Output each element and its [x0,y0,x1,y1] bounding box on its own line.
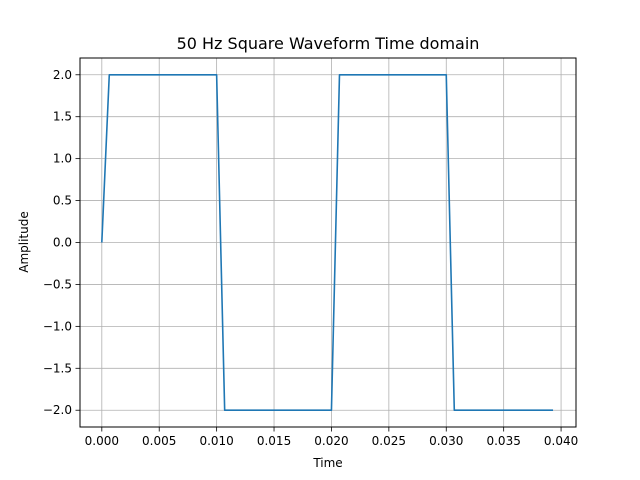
x-tick-label: 0.030 [429,434,463,448]
x-tick-label: 0.010 [199,434,233,448]
y-tick-label: 0.5 [53,194,72,208]
y-tick-label: 0.0 [53,236,72,250]
y-tick-label: −2.0 [43,403,72,417]
y-tick-label: −1.5 [43,361,72,375]
x-tick-label: 0.000 [85,434,119,448]
series-line [101,73,554,412]
x-tick-label: 0.020 [314,434,348,448]
series-layer [101,73,554,412]
x-tick-label: 0.025 [372,434,406,448]
y-axis-label: Amplitude [17,211,31,273]
y-tick-label: 1.5 [53,110,72,124]
x-tick-label: 0.035 [486,434,520,448]
x-axis: 0.000 0.005 0.010 0.015 0.020 0.025 0.030 0.035… [85,427,578,448]
x-tick-label: 0.005 [142,434,176,448]
chart-title: 50 Hz Square Waveform Time domain [177,34,480,53]
y-tick-label: 1.0 [53,152,72,166]
x-tick-label: 0.040 [544,434,578,448]
y-tick-label: 2.0 [53,68,72,82]
x-tick-label: 0.015 [257,434,291,448]
x-axis-label: Time [312,456,342,470]
y-tick-label: −0.5 [43,277,72,291]
y-axis: 2.0 1.5 1.0 0.5 0.0 −0.5 −1.0 −1.5 −2.0 [43,68,80,417]
y-tick-label: −1.0 [43,319,72,333]
